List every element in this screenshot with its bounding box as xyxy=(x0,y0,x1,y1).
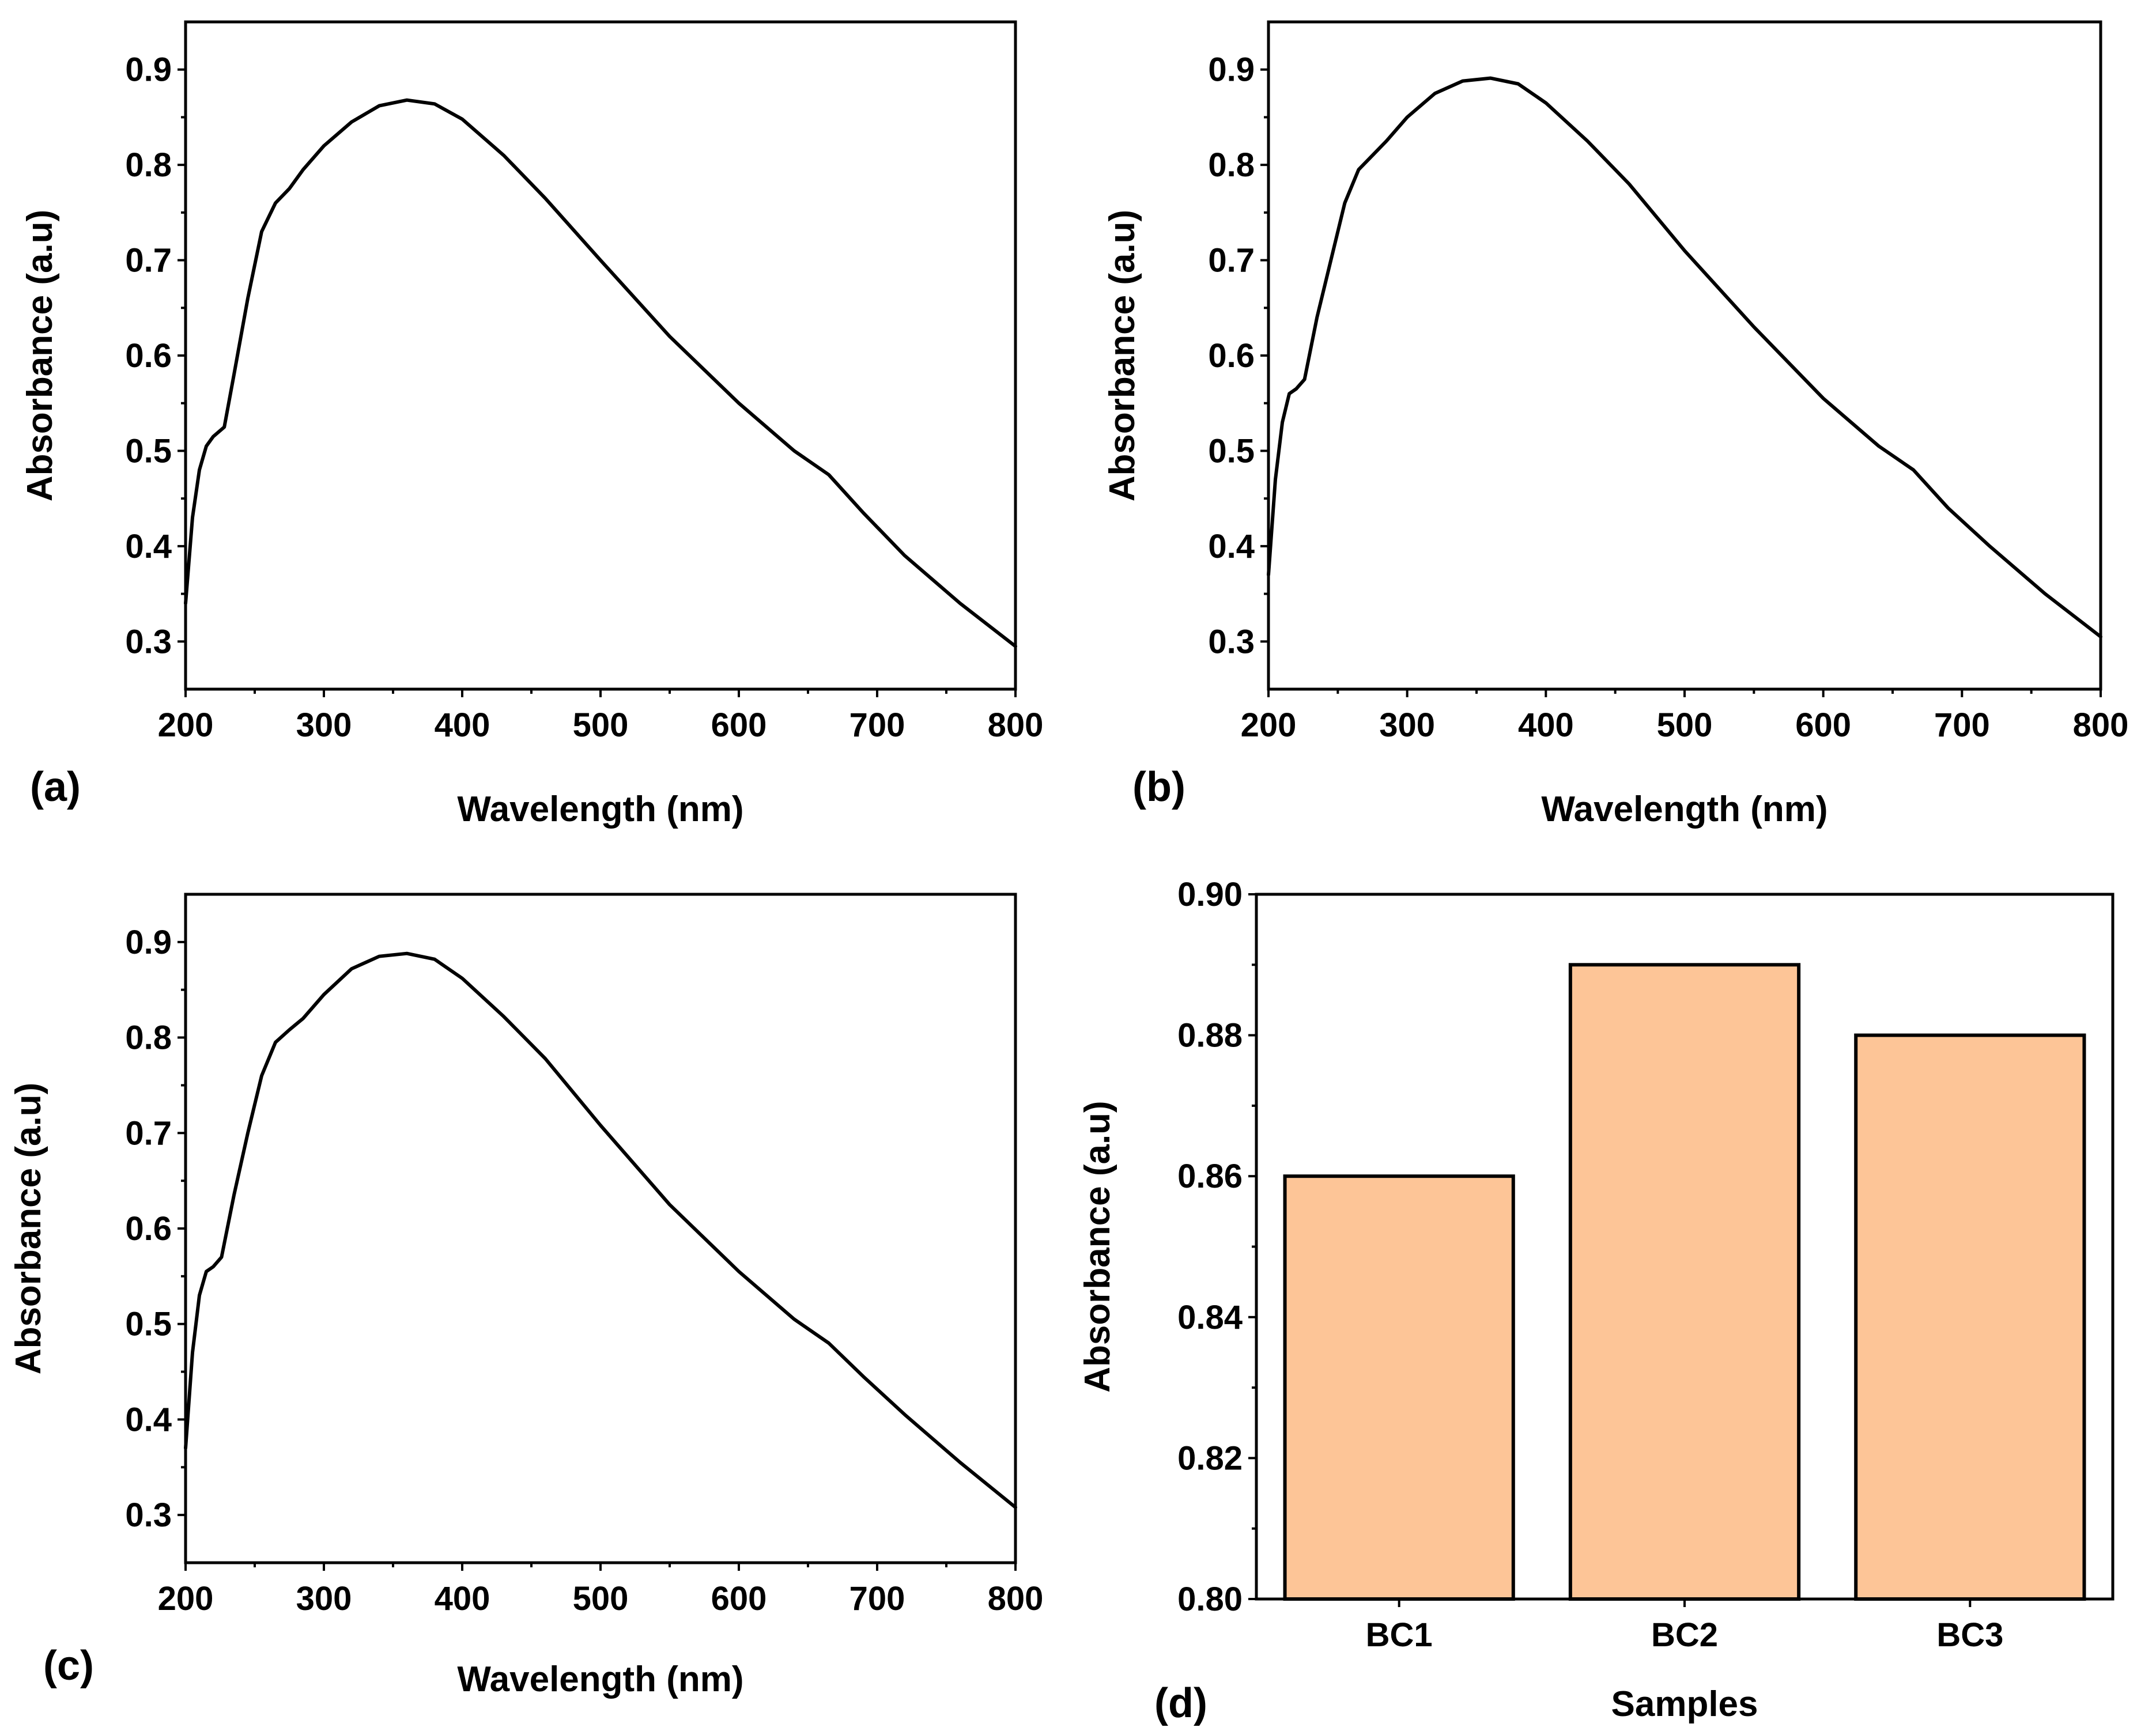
x-tick-label: 600 xyxy=(711,706,767,744)
panel-label: (d) xyxy=(1154,1680,1207,1726)
x-axis-title: Wavelength (nm) xyxy=(457,1660,743,1699)
x-tick-label: 600 xyxy=(711,1580,767,1617)
y-axis-title: Absorbance (a.u) xyxy=(9,1083,48,1374)
x-axis-title: Wavelength (nm) xyxy=(1541,789,1827,829)
plot-frame xyxy=(184,20,1017,691)
y-tick-label: 0.82 xyxy=(1177,1439,1243,1477)
chart-panel-3: 0.3 0.4 0.5 0.6 0.7 0.8 0.9 200 300 400 500 600 700 8… xyxy=(9,893,1044,1699)
y-tick-label: 0.86 xyxy=(1177,1158,1243,1195)
plot-frame xyxy=(184,893,1017,1564)
bar-bc3 xyxy=(1854,1033,2086,1601)
x-category-label: BC2 xyxy=(1651,1616,1718,1654)
x-tick-label: 500 xyxy=(1657,706,1713,744)
y-axis-title: Absorbance (a.u) xyxy=(1078,1101,1117,1392)
x-tick-label: 400 xyxy=(435,1580,490,1617)
x-tick-label: 300 xyxy=(296,706,352,744)
y-tick-label: 0.3 xyxy=(125,1496,172,1534)
bar-bc1 xyxy=(1283,1174,1515,1601)
y-tick-label: 0.3 xyxy=(1208,623,1255,660)
y-tick-label: 0.5 xyxy=(125,1306,172,1343)
x-tick-label: 300 xyxy=(296,1580,352,1617)
chart-panel-4: 0.80 0.82 0.84 0.86 0.88 0.90 BC1 BC2 BC3 Samples… xyxy=(1078,876,2115,1726)
y-tick-label: 0.5 xyxy=(125,432,172,470)
y-tick-label: 0.88 xyxy=(1177,1017,1243,1054)
y-tick-label: 0.84 xyxy=(1177,1299,1243,1336)
y-tick-label: 0.6 xyxy=(125,1210,172,1248)
y-tick-label: 0.5 xyxy=(1208,432,1255,470)
x-tick-label: 800 xyxy=(2073,706,2129,744)
panel-label: (c) xyxy=(43,1643,94,1689)
y-tick-label: 0.4 xyxy=(125,528,172,565)
x-tick-label: 800 xyxy=(988,706,1044,744)
absorbance-curve-bc2 xyxy=(1267,76,2102,638)
y-tick-label: 0.9 xyxy=(125,924,172,961)
y-axis-title: Absorbance (a.u) xyxy=(20,210,60,501)
y-tick-label: 0.4 xyxy=(125,1401,172,1438)
y-tick-label: 0.8 xyxy=(125,1019,172,1057)
y-tick-label: 0.6 xyxy=(1208,337,1255,375)
x-axis-title: Samples xyxy=(1611,1684,1758,1724)
x-axis-title: Wavelength (nm) xyxy=(457,789,743,829)
y-tick-label: 0.4 xyxy=(1208,528,1255,565)
y-tick-label: 0.9 xyxy=(1208,51,1255,89)
x-tick-label: 800 xyxy=(988,1580,1044,1617)
x-tick-label: 700 xyxy=(1934,706,1990,744)
y-axis-title: Absorbance (a.u) xyxy=(1102,210,1142,501)
panel-label: (a) xyxy=(30,764,81,810)
x-tick-label: 600 xyxy=(1795,706,1851,744)
absorbance-curve-bc1 xyxy=(184,98,1017,648)
x-category-label: BC1 xyxy=(1366,1616,1433,1654)
chart-panel-2: 0.3 0.4 0.5 0.6 0.7 0.8 0.9 200 300 400 500 600 700 8… xyxy=(1102,20,2129,829)
x-tick-label: 200 xyxy=(1241,706,1297,744)
x-category-label: BC3 xyxy=(1936,1616,2003,1654)
x-tick-label: 700 xyxy=(849,1580,905,1617)
y-tick-label: 0.7 xyxy=(125,1114,172,1152)
x-tick-label: 500 xyxy=(573,1580,629,1617)
y-tick-label: 0.8 xyxy=(125,146,172,184)
x-tick-label: 500 xyxy=(573,706,629,744)
panel-label: (b) xyxy=(1132,764,1185,810)
y-tick-label: 0.7 xyxy=(125,242,172,279)
y-tick-label: 0.3 xyxy=(125,623,172,660)
plot-frame xyxy=(1267,20,2102,691)
x-tick-label: 400 xyxy=(435,706,490,744)
y-tick-label: 0.80 xyxy=(1177,1581,1243,1618)
chart-panel-1: 0.3 0.4 0.5 0.6 0.7 0.8 0.9 200 300 400 500 600 700 8… xyxy=(20,20,1044,829)
x-tick-label: 200 xyxy=(158,1580,214,1617)
y-tick-label: 0.90 xyxy=(1177,876,1243,913)
y-tick-label: 0.6 xyxy=(125,337,172,375)
y-tick-label: 0.7 xyxy=(1208,242,1255,279)
x-tick-label: 200 xyxy=(158,706,214,744)
bar-bc2 xyxy=(1568,963,1801,1601)
x-tick-label: 700 xyxy=(849,706,905,744)
x-tick-label: 400 xyxy=(1518,706,1574,744)
y-tick-label: 0.9 xyxy=(125,51,172,89)
y-tick-label: 0.8 xyxy=(1208,146,1255,184)
x-tick-label: 300 xyxy=(1379,706,1435,744)
absorbance-curve-bc3 xyxy=(184,951,1017,1509)
